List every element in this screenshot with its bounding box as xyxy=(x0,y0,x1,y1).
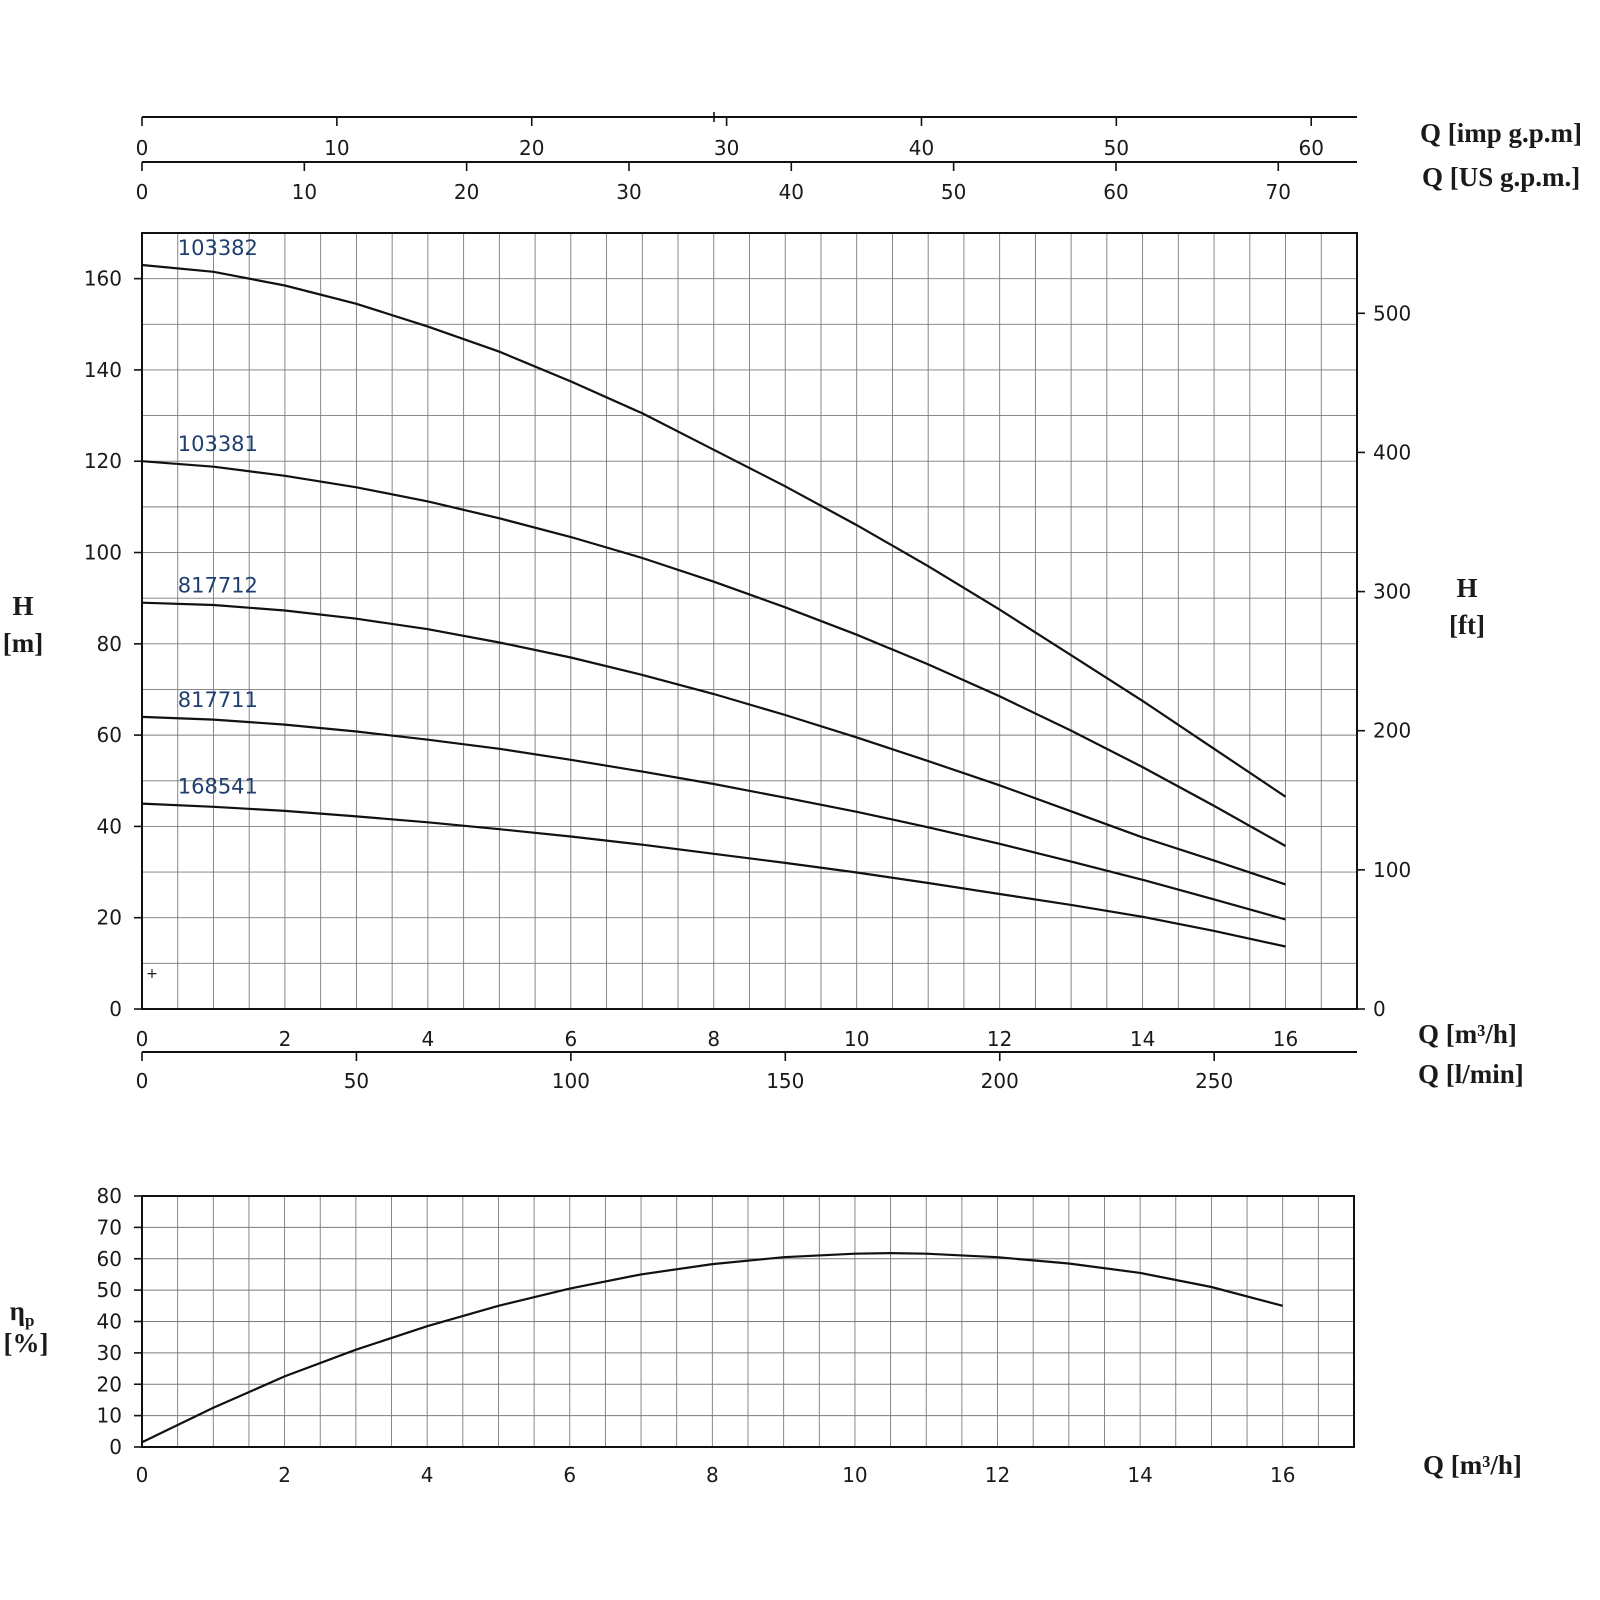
eff-y-tick-label: 70 xyxy=(97,1215,122,1239)
eff-y-tick-label: 80 xyxy=(97,1184,122,1208)
efficiency-chart: 0 10 20 30 40 50 60 70 80 0 2 4 6 8 10 12 14 16 xyxy=(97,1184,1355,1487)
imp-gpm-tick-label: 40 xyxy=(909,136,934,160)
eff-y-tick-label: 20 xyxy=(97,1372,122,1396)
y-tick-label: 120 xyxy=(84,449,122,473)
lmin-tick-label: 250 xyxy=(1195,1069,1233,1093)
head-curve-168541 xyxy=(141,802,1286,948)
x-tick-label: 8 xyxy=(707,1027,720,1051)
imp-gpm-tick-label: 20 xyxy=(519,136,544,160)
y-tick-label: 80 xyxy=(97,632,122,656)
head-curve-103381 xyxy=(141,460,1287,847)
eff-x-tick-label: 8 xyxy=(706,1463,719,1487)
h-m-axis-label-line2: [m] xyxy=(3,628,43,658)
eff-x-tick-label: 14 xyxy=(1127,1463,1152,1487)
y-tick-label: 40 xyxy=(97,814,122,838)
eff-x-tick-label: 6 xyxy=(563,1463,576,1487)
y2-tick-label: 400 xyxy=(1373,440,1411,464)
lmin-tick-label: 0 xyxy=(136,1069,149,1093)
lmin-tick-label: 50 xyxy=(344,1069,369,1093)
eta-symbol: η xyxy=(10,1296,25,1326)
lmin-tick-label: 150 xyxy=(766,1069,804,1093)
q-m3h-efficiency-axis-label: Q [m³/h] xyxy=(1423,1450,1522,1480)
curve-label-103382: 103382 xyxy=(178,236,258,260)
y2-tick-label: 500 xyxy=(1373,301,1411,325)
head-chart: 0 20 40 60 80 100 120 140 160 0 100 200 300 400 500 0 2 4… xyxy=(84,232,1411,1051)
x-tick-label: 12 xyxy=(987,1027,1012,1051)
us-gpm-tick-label: 50 xyxy=(941,180,966,204)
y-tick-label: 160 xyxy=(84,267,122,291)
bottom-flow-axis: 0 50 100 150 200 250 xyxy=(136,1051,1357,1093)
y-tick-label: 100 xyxy=(84,541,122,565)
y2-tick-label: 0 xyxy=(1373,997,1386,1021)
plot-frame xyxy=(141,232,1358,1010)
h-m-axis-label-line1: H xyxy=(12,591,33,621)
plus-marker: + xyxy=(146,966,158,982)
eta-subscript: p xyxy=(25,1311,34,1330)
x-tick-label: 2 xyxy=(279,1027,292,1051)
eta-axis-symbol: ηp xyxy=(10,1296,35,1330)
lmin-tick-label: 200 xyxy=(981,1069,1019,1093)
curve-label-817711: 817711 xyxy=(178,688,258,712)
us-gpm-tick-label: 20 xyxy=(454,180,479,204)
eff-y-tick-label: 30 xyxy=(97,1341,122,1365)
eff-x-tick-label: 2 xyxy=(278,1463,291,1487)
x-tick-label: 4 xyxy=(422,1027,435,1051)
top-flow-axes: 0 10 20 30 40 50 60 0 10 20 30 40 50 60 70 xyxy=(136,112,1357,204)
eff-y-tick-label: 0 xyxy=(109,1435,122,1459)
efficiency-curve xyxy=(141,1251,1283,1444)
eff-y-tick-label: 50 xyxy=(97,1278,122,1302)
x-tick-label: 14 xyxy=(1130,1027,1155,1051)
us-gpm-tick-label: 30 xyxy=(616,180,641,204)
us-gpm-tick-label: 0 xyxy=(136,180,149,204)
imp-gpm-axis-label: Q [imp g.p.m] xyxy=(1420,118,1582,148)
y-tick-label: 60 xyxy=(97,723,122,747)
imp-gpm-tick-label: 10 xyxy=(324,136,349,160)
eff-x-tick-label: 4 xyxy=(421,1463,434,1487)
y2-tick-label: 100 xyxy=(1373,858,1411,882)
head-curve-817712 xyxy=(141,601,1286,886)
imp-gpm-tick-label: 30 xyxy=(714,136,739,160)
curve-label-168541: 168541 xyxy=(178,775,258,799)
eff-x-tick-label: 0 xyxy=(136,1463,149,1487)
x-tick-label: 16 xyxy=(1273,1027,1298,1051)
h-ft-axis-label-line1: H xyxy=(1456,573,1477,603)
y-tick-label: 140 xyxy=(84,358,122,382)
us-gpm-axis-label: Q [US g.p.m.] xyxy=(1422,162,1580,192)
eff-x-tick-label: 10 xyxy=(842,1463,867,1487)
eta-axis-unit: [%] xyxy=(4,1328,49,1358)
us-gpm-tick-label: 60 xyxy=(1103,180,1128,204)
q-m3h-axis-label: Q [m³/h] xyxy=(1418,1019,1517,1049)
lmin-tick-label: 100 xyxy=(552,1069,590,1093)
curve-label-817712: 817712 xyxy=(178,574,258,598)
imp-gpm-tick-label: 0 xyxy=(136,136,149,160)
q-lmin-axis-label: Q [l/min] xyxy=(1418,1059,1524,1089)
curve-label-103381: 103381 xyxy=(178,432,258,456)
x-tick-label: 0 xyxy=(136,1027,149,1051)
y2-tick-label: 300 xyxy=(1373,580,1411,604)
us-gpm-tick-label: 70 xyxy=(1266,180,1291,204)
h-ft-axis-label-line2: [ft] xyxy=(1449,610,1485,640)
x-tick-label: 10 xyxy=(844,1027,869,1051)
eff-x-tick-label: 12 xyxy=(985,1463,1010,1487)
eff-y-tick-label: 10 xyxy=(97,1404,122,1428)
us-gpm-tick-label: 10 xyxy=(292,180,317,204)
y-tick-label: 20 xyxy=(97,906,122,930)
eff-y-tick-label: 60 xyxy=(97,1247,122,1271)
eff-x-tick-label: 16 xyxy=(1270,1463,1295,1487)
imp-gpm-tick-label: 60 xyxy=(1298,136,1323,160)
y2-tick-label: 200 xyxy=(1373,719,1411,743)
eff-y-tick-label: 40 xyxy=(97,1310,122,1334)
imp-gpm-tick-label: 50 xyxy=(1104,136,1129,160)
head-curve-817711 xyxy=(141,715,1286,921)
x-tick-label: 6 xyxy=(564,1027,577,1051)
us-gpm-tick-label: 40 xyxy=(779,180,804,204)
y-tick-label: 0 xyxy=(109,997,122,1021)
head-curve-103382 xyxy=(141,263,1287,798)
